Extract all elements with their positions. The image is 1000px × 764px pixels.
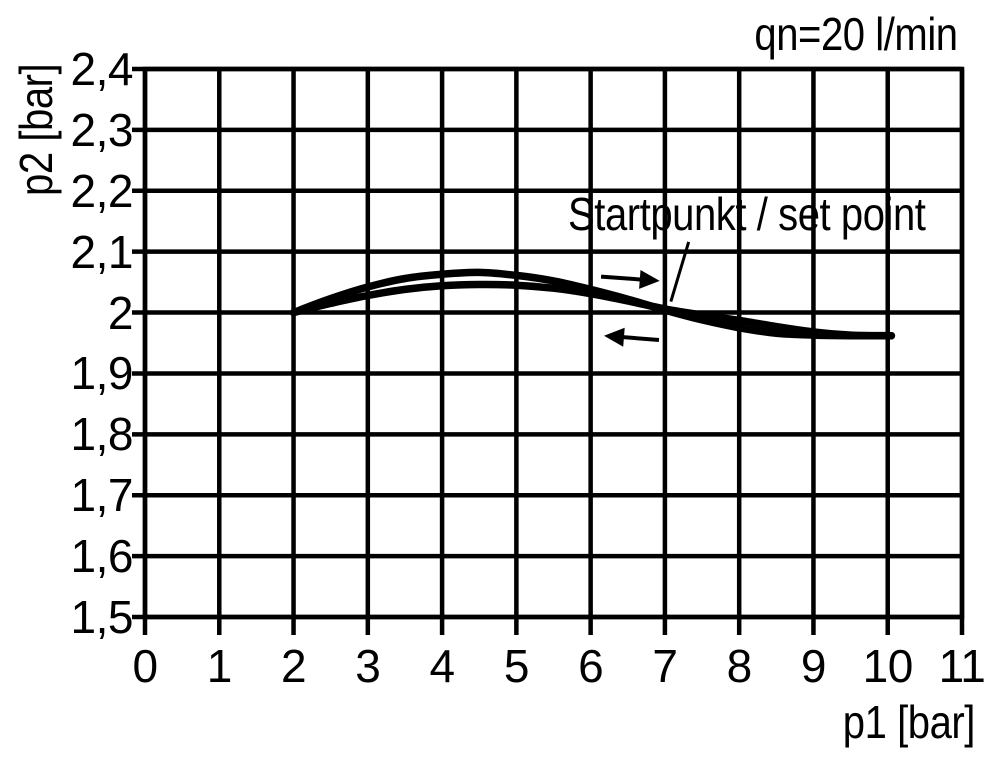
x-tick-label: 3 bbox=[355, 640, 381, 692]
x-tick-label: 9 bbox=[800, 640, 827, 692]
x-tick-label: 8 bbox=[726, 640, 753, 692]
x-tick-label: 0 bbox=[132, 640, 158, 692]
x-tick-label: 5 bbox=[503, 640, 530, 692]
y-tick-label: 1,9 bbox=[70, 347, 134, 400]
x-tick-label: 4 bbox=[429, 640, 456, 692]
y-tick-label: 2,3 bbox=[70, 103, 134, 156]
x-tick-label: 6 bbox=[578, 640, 604, 692]
forward-direction-arrow-head bbox=[639, 270, 660, 289]
return-curve bbox=[289, 280, 896, 340]
forward-curve bbox=[289, 268, 896, 340]
x-tick-label: 7 bbox=[652, 640, 678, 692]
x-tick-label: 10 bbox=[862, 640, 914, 692]
x-tick-label: 11 bbox=[938, 640, 986, 692]
x-tick-label: 2 bbox=[280, 640, 307, 692]
return-direction-arrow-shaft bbox=[619, 334, 660, 342]
y-tick-label: 1,7 bbox=[70, 469, 134, 522]
set-point-annotation-label: Startpunkt / set point bbox=[568, 188, 926, 240]
y-tick-label: 2 bbox=[107, 286, 134, 339]
x-axis-title: p1 [bar] bbox=[842, 696, 976, 748]
flow-rate-label: qn=20 l/min bbox=[754, 8, 959, 60]
y-tick-label: 2,1 bbox=[70, 225, 134, 278]
set-point-leader-line bbox=[669, 241, 691, 303]
y-tick-label: 1,5 bbox=[70, 591, 134, 643]
forward-direction-arrow-shaft bbox=[600, 274, 644, 282]
y-tick-label: 2,2 bbox=[70, 164, 134, 217]
x-tick-label: 1 bbox=[206, 640, 233, 692]
y-tick-label: 1,8 bbox=[70, 408, 134, 461]
y-tick-label: 2,4 bbox=[70, 43, 134, 95]
plot-border bbox=[142, 66, 965, 620]
return-direction-arrow-head bbox=[604, 327, 625, 347]
y-tick-label: 1,6 bbox=[70, 530, 134, 583]
